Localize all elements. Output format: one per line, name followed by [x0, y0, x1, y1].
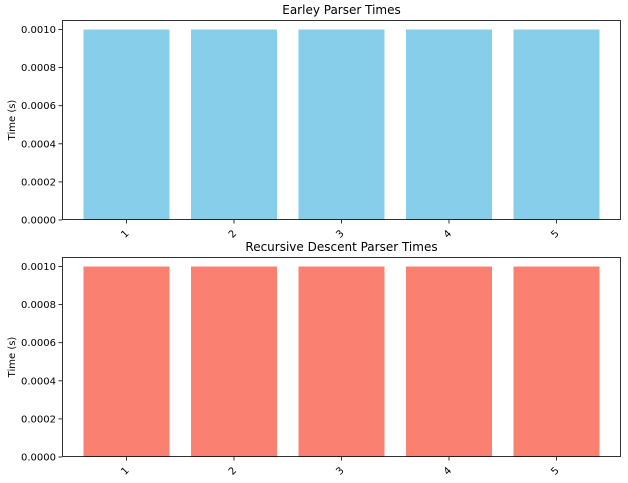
bar-3 — [298, 266, 385, 457]
y-axis-label: Time (s) — [7, 337, 18, 379]
bar-5 — [513, 29, 600, 221]
plot-frame — [62, 20, 621, 220]
bar-1 — [83, 29, 170, 221]
y-tick-label: 0.0008 — [21, 63, 56, 74]
y-tick-label: 0.0010 — [21, 262, 56, 273]
x-tick-label: 4 — [442, 228, 454, 240]
bar-4 — [406, 29, 492, 221]
y-tick-label: 0.0006 — [21, 338, 56, 349]
x-tick-label: 2 — [227, 228, 239, 240]
chart-title: Recursive Descent Parser Times — [245, 240, 437, 254]
x-tick-label: 5 — [549, 465, 561, 477]
y-tick-label: 0.0002 — [21, 414, 56, 425]
y-tick-label: 0.0000 — [21, 216, 56, 227]
recursive-descent-chart: Recursive Descent Parser Times Time (s) … — [7, 240, 621, 478]
y-tick-label: 0.0000 — [21, 453, 56, 464]
earley-chart: Earley Parser Times Time (s) 0.0000 0.000… — [7, 3, 621, 241]
x-tick-label: 4 — [442, 465, 454, 477]
bar-5 — [513, 266, 600, 457]
y-tick-label: 0.0008 — [21, 300, 56, 311]
y-axis-label: Time (s) — [7, 100, 18, 142]
chart-title: Earley Parser Times — [282, 3, 401, 17]
y-tick-label: 0.0010 — [21, 25, 56, 36]
bar-2 — [191, 29, 277, 221]
bar-1 — [83, 266, 170, 457]
x-tick-label: 3 — [334, 465, 346, 477]
x-tick-label: 3 — [334, 228, 346, 240]
bar-3 — [298, 29, 385, 221]
y-tick-label: 0.0006 — [21, 101, 56, 112]
y-tick-label: 0.0004 — [21, 139, 56, 150]
bar-4 — [406, 266, 492, 457]
x-tick-label: 1 — [119, 228, 131, 240]
x-tick-label: 5 — [549, 228, 561, 240]
x-tick-label: 1 — [119, 465, 131, 477]
y-tick-label: 0.0002 — [21, 177, 56, 188]
y-tick-label: 0.0004 — [21, 376, 56, 387]
plot-frame — [62, 257, 621, 457]
bar-2 — [191, 266, 277, 457]
x-tick-label: 2 — [227, 465, 239, 477]
